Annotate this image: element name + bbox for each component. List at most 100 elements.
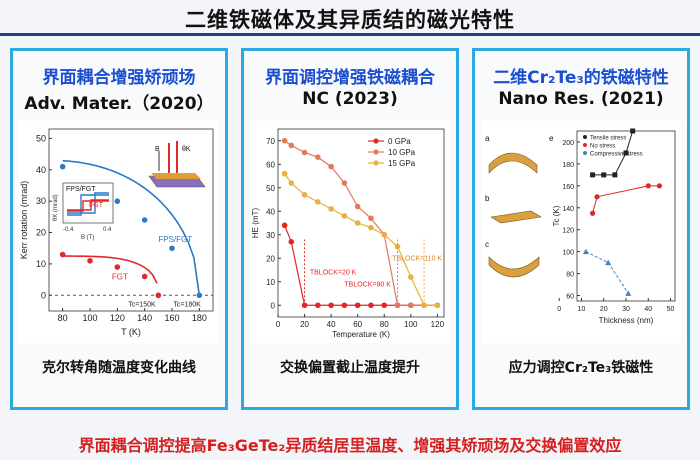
kerr-chart: 80 100 120 140 160 180 0 10 20 30 40 50 T (K) Kerr ro… xyxy=(19,128,214,337)
x-tick-label: 0 xyxy=(276,320,281,329)
inset-series-label-fgt: FGT xyxy=(89,202,104,209)
fps-fgt-fit-curve xyxy=(62,159,201,296)
x-tick-label: 100 xyxy=(404,320,418,329)
panel-caption: 应力调控Cr₂Te₃铁磁性 xyxy=(508,360,654,376)
annotation-tblock-0gpa: TBLOCK=20 K xyxy=(310,270,357,277)
legend-label: 15 GPa xyxy=(388,159,416,168)
y-tick-label: 70 xyxy=(266,137,275,146)
y-tick-label: 50 xyxy=(266,184,275,193)
stress-schematics: a b c e xyxy=(485,134,554,278)
annotation-tblock-10gpa: TBLOCK=90 K xyxy=(344,281,391,288)
exchange-bias-chart: 0 20 40 60 80 100 120 0 10 20 30 40 50 60 70 Temperatur… xyxy=(251,128,445,339)
data-point xyxy=(288,180,295,186)
x-tick-label: 60 xyxy=(353,320,362,329)
plot-frame xyxy=(277,128,445,318)
data-point xyxy=(601,172,607,178)
x-tick-label: 120 xyxy=(110,313,125,323)
data-point xyxy=(141,217,148,223)
data-point xyxy=(59,251,66,258)
data-point xyxy=(645,183,651,189)
x-tick-label: 20 xyxy=(300,320,309,329)
data-point xyxy=(594,194,600,200)
y-tick-label: 140 xyxy=(562,206,574,213)
footer-summary: 界面耦合调控提高Fe₃GeTe₂异质结居里温度、增强其矫顽场及交换偏置效应 xyxy=(78,436,622,455)
legend-marker xyxy=(583,143,587,147)
x-tick-label: 50 xyxy=(667,306,675,313)
tc-marker-fgt xyxy=(155,292,161,298)
data-point xyxy=(301,149,308,156)
data-point xyxy=(368,302,374,309)
data-point xyxy=(630,128,636,134)
panel-journal: NC (2023) xyxy=(302,89,398,109)
y-tick-label: 20 xyxy=(266,254,275,263)
data-point xyxy=(141,273,148,280)
x-axis-label: T (K) xyxy=(121,327,141,337)
figure-exchange-bias: 0 20 40 60 80 100 120 0 10 20 30 40 50 60 70 Temperatur… xyxy=(250,121,450,343)
data-point xyxy=(281,170,288,177)
inset-x-tick: 0.4 xyxy=(103,227,112,233)
data-point xyxy=(605,259,612,266)
y-tick-label: 0 xyxy=(41,290,46,300)
legend-label: Compressive stress xyxy=(590,152,643,158)
x-tick-label: 10 xyxy=(578,306,586,313)
data-point xyxy=(625,290,632,296)
data-point xyxy=(354,220,361,226)
legend-marker xyxy=(373,149,379,155)
data-point xyxy=(288,142,295,149)
y-tick-label: 50 xyxy=(36,133,46,143)
data-point xyxy=(328,206,334,212)
y-tick-label: 10 xyxy=(266,278,275,287)
x-tick-label: 30 xyxy=(622,306,630,313)
x-axis-label: Thickness (nm) xyxy=(599,316,654,325)
legend-label: Tensile stress xyxy=(590,136,626,142)
kerr-chart-svg: 80 100 120 140 160 180 0 10 20 30 40 50 T (K) Kerr ro… xyxy=(19,128,214,337)
title-divider xyxy=(0,33,700,36)
figure-kerr-rotation: 80 100 120 140 160 180 0 10 20 30 40 50 T (K) Kerr ro… xyxy=(19,121,219,343)
data-point xyxy=(582,248,589,255)
y-tick-label: 100 xyxy=(562,250,574,257)
data-point xyxy=(589,210,596,216)
subfig-c-label: c xyxy=(485,240,489,249)
data-point xyxy=(114,198,121,204)
x-tick-label: 0 xyxy=(557,306,561,313)
y-tick-label: 0 xyxy=(271,301,276,310)
exchange-bias-svg: 0 20 40 60 80 100 120 0 10 20 30 40 50 60 70 Temperatur… xyxy=(251,128,445,339)
data-point xyxy=(328,163,334,170)
y-tick-label: 40 xyxy=(36,165,46,175)
legend-marker xyxy=(373,138,379,144)
data-point xyxy=(87,257,93,264)
x-tick-label: 80 xyxy=(380,320,389,329)
data-point xyxy=(381,231,388,238)
x-tick-label: 40 xyxy=(327,320,336,329)
hysteresis-inset: FPS/FGT FGT θK (mrad) -0.4 0.4 B (T) xyxy=(53,182,114,241)
fgt-fit-curve xyxy=(62,255,158,284)
data-point xyxy=(281,137,288,144)
series-line xyxy=(592,185,660,214)
data-point xyxy=(341,302,348,309)
legend-marker xyxy=(373,160,379,166)
series-label-fgt: FGT xyxy=(112,273,128,282)
legend-label: 0 GPa xyxy=(388,137,411,146)
x-tick-label: 140 xyxy=(137,313,152,323)
data-point xyxy=(315,302,321,309)
x-tick-label: 120 xyxy=(431,320,445,329)
y-tick-label: 30 xyxy=(36,196,46,206)
data-point xyxy=(341,180,348,186)
data-point xyxy=(656,183,663,189)
x-tick-label: 40 xyxy=(644,306,652,313)
data-point xyxy=(381,302,388,309)
cr2te3-chart: 0 10 20 30 40 50 60 80 100 120 140 160 180 200 Thickne… xyxy=(552,128,676,325)
data-point xyxy=(354,203,361,210)
legend-label: No stress xyxy=(590,144,615,150)
data-point xyxy=(315,199,321,205)
plot-frame xyxy=(48,128,214,312)
data-point xyxy=(281,222,288,229)
device-schematic: B θK xyxy=(148,141,206,188)
data-point xyxy=(328,302,334,309)
data-point xyxy=(196,292,203,299)
y-tick-label: 160 xyxy=(562,184,574,191)
y-axis-label: Tc (K) xyxy=(552,205,561,226)
annotation-tc-fps: Tc=180K xyxy=(173,302,201,309)
inset-x-label: B (T) xyxy=(81,235,94,241)
series-line xyxy=(585,251,629,294)
